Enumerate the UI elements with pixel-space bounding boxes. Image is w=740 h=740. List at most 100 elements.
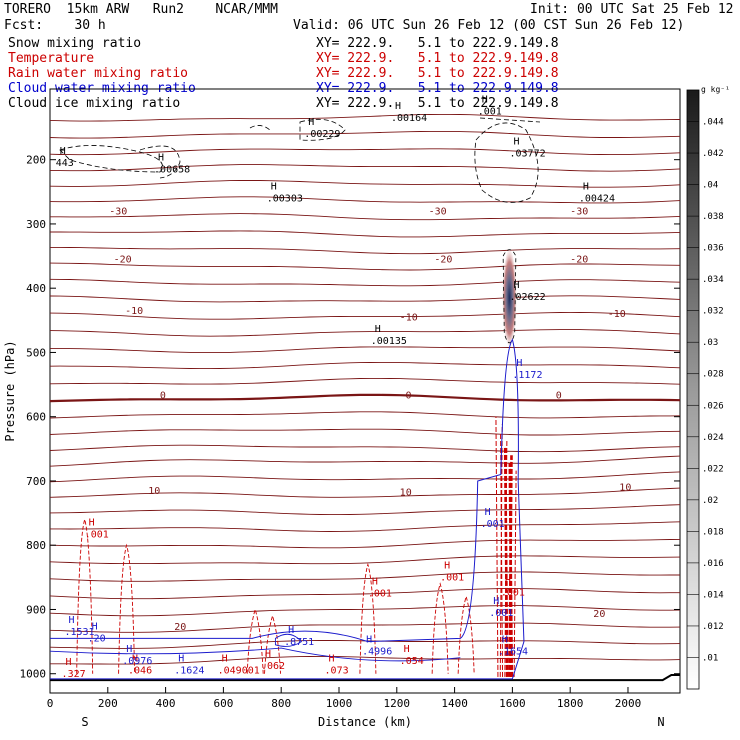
snow-max-label: .001 xyxy=(478,107,502,118)
temperature-label: -10 xyxy=(125,306,143,317)
cloud-water-label: .8751 xyxy=(284,637,314,648)
field-xy-temperature: XY= 222.9. 5.1 to 222.9.149.8 xyxy=(316,51,559,66)
y-tick-label: 400 xyxy=(26,282,46,295)
rain-label-h: H xyxy=(444,561,450,572)
field-name-temperature: Temperature xyxy=(8,51,95,66)
colorbar-tick-label: .016 xyxy=(702,559,724,569)
x-tick-label: 1200 xyxy=(384,697,411,710)
cloud-water-label-h: H xyxy=(68,615,74,626)
temperature-contour xyxy=(49,311,681,320)
x-tick-label: 800 xyxy=(271,697,291,710)
snow-max-label-h: H xyxy=(513,136,519,147)
snow-contour xyxy=(479,117,541,123)
rain-contour xyxy=(264,614,281,674)
cloud-water-label: .0976 xyxy=(122,656,152,667)
temperature-contour xyxy=(49,622,681,633)
snow-max-label: 443 xyxy=(56,158,74,169)
cloud-water-label: .001 xyxy=(489,608,513,619)
temperature-contour xyxy=(49,113,681,122)
temperature-contour xyxy=(50,230,681,238)
y-axis-label: Pressure (hPa) xyxy=(3,340,17,441)
rain-label: .001 xyxy=(368,589,392,600)
snow-max-label-h: H xyxy=(271,181,277,192)
temperature-contour xyxy=(50,246,681,255)
cloud-water-contour xyxy=(50,338,525,680)
rain-label: .062 xyxy=(261,661,285,672)
field-xy-cloud-ice: XY= 222.9. 5.1 to 222.9.149.8 xyxy=(316,96,559,111)
temperature-contour xyxy=(49,428,681,436)
temperature-label: 0 xyxy=(556,391,562,402)
cloud-water-label-h: H xyxy=(366,634,372,645)
cloud-water-contour xyxy=(49,647,461,662)
temperature-contour xyxy=(49,455,681,467)
cloud-water-label: .20 xyxy=(88,634,106,645)
cloud-ice-core xyxy=(502,249,517,346)
cloud-ice-contour xyxy=(502,249,517,344)
temperature-label: 0 xyxy=(405,391,411,402)
temperature-contour xyxy=(49,471,681,483)
cloud-water-label-h: H xyxy=(92,622,98,633)
cloud-water-label: .1624 xyxy=(174,666,204,677)
colorbar-unit: g kg⁻¹ xyxy=(701,85,730,94)
colorbar-tick-label: .026 xyxy=(702,401,724,411)
x-tick-label: 400 xyxy=(156,697,176,710)
field-name-rain: Rain water mixing ratio xyxy=(8,66,189,81)
temperature-contour xyxy=(49,196,681,204)
rain-contour xyxy=(359,562,377,674)
x-tick-label: 600 xyxy=(213,697,233,710)
rain-label-h: H xyxy=(329,654,335,665)
y-tick-label: 700 xyxy=(26,475,46,488)
x-tick-label: 1000 xyxy=(326,697,353,710)
temperature-label: 10 xyxy=(619,483,631,494)
field-name-cloud-ice: Cloud ice mixing ratio xyxy=(8,96,181,111)
rain-contour xyxy=(513,470,517,677)
snow-contour xyxy=(299,118,346,141)
rain-label-h: H xyxy=(505,575,511,586)
temperature-label: -30 xyxy=(429,206,447,217)
x-endpoint-right: N xyxy=(657,715,664,729)
colorbar-tick-label: .024 xyxy=(702,433,724,443)
cloud-water-label: .4996 xyxy=(362,646,392,657)
temperature-label: 0 xyxy=(160,391,166,402)
colorbar-tick-label: .028 xyxy=(702,370,724,380)
field-xy-snow: XY= 222.9. 5.1 to 222.9.149.8 xyxy=(316,36,559,51)
model-run-header: TORERO 15km ARW Run2 NCAR/MMM xyxy=(4,2,278,17)
colorbar-tick-label: .02 xyxy=(702,496,718,506)
rain-label-h: H xyxy=(66,657,72,668)
temperature-contour xyxy=(49,164,681,172)
temperature-label: 10 xyxy=(400,488,412,499)
colorbar-tick-label: .018 xyxy=(702,527,724,537)
x-tick-label: 1800 xyxy=(557,697,584,710)
rain-contour xyxy=(508,462,514,677)
temperature-contour xyxy=(50,213,681,221)
snow-max-label: .00424 xyxy=(579,193,615,204)
rain-label-h: H xyxy=(372,577,378,588)
y-tick-label: 900 xyxy=(26,603,46,616)
snow-max-label: .00303 xyxy=(267,193,303,204)
temperature-contour xyxy=(49,180,681,188)
cloud-water-label-h: H xyxy=(178,654,184,665)
temperature-label: 10 xyxy=(148,486,160,497)
y-tick-label: 600 xyxy=(26,411,46,424)
terrain-line xyxy=(50,674,680,682)
rain-label: .001 xyxy=(440,573,464,584)
snow-contour xyxy=(139,145,181,179)
x-axis-label: Distance (km) xyxy=(318,715,412,729)
temperature-contour xyxy=(49,411,681,419)
rain-label-h: H xyxy=(132,654,138,665)
temperature-label: 20 xyxy=(174,622,186,633)
snow-contour xyxy=(59,145,163,173)
valid-time: Valid: 06 UTC Sun 26 Feb 12 (00 CST Sun … xyxy=(293,18,685,33)
rain-label-h: H xyxy=(265,649,271,660)
snow-max-label: .00229 xyxy=(304,129,340,140)
y-tick-label: 1000 xyxy=(20,668,47,681)
rain-contour xyxy=(431,582,449,674)
snow-max-label-h: H xyxy=(375,324,381,335)
colorbar-tick-label: .038 xyxy=(702,212,724,222)
colorbar-tick-label: .012 xyxy=(702,622,724,632)
temperature-contour xyxy=(49,295,681,303)
forecast-hour: Fcst: 30 h xyxy=(4,18,106,33)
temperature-contour xyxy=(49,444,681,453)
init-time: Init: 00 UTC Sat 25 Feb 12 xyxy=(530,2,734,17)
